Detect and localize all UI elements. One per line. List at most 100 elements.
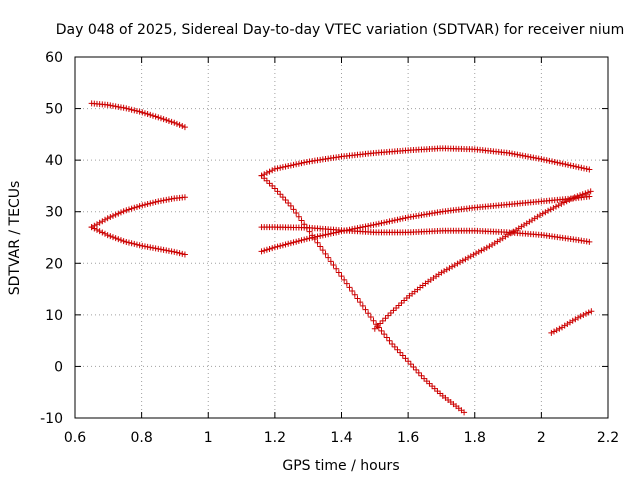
data-point	[354, 295, 361, 302]
data-point	[367, 222, 374, 229]
x-tick-label: 1.6	[397, 430, 419, 446]
data-point	[176, 121, 183, 128]
data-point	[311, 236, 318, 243]
data-point	[269, 245, 276, 252]
data-point	[565, 161, 572, 168]
data-point	[362, 223, 369, 230]
data-point	[446, 265, 453, 272]
y-tick-label: 40	[45, 153, 63, 169]
data-point	[290, 206, 297, 213]
data-point	[341, 276, 348, 283]
data-point	[279, 164, 286, 171]
data-point	[285, 240, 292, 247]
data-point	[335, 269, 342, 276]
x-tick-label: 1	[204, 430, 213, 446]
data-point	[155, 114, 162, 121]
data-point	[115, 210, 122, 217]
data-point	[370, 317, 377, 324]
series-arc-f	[258, 193, 593, 255]
data-point	[112, 211, 119, 218]
data-point	[290, 161, 297, 168]
data-point	[551, 158, 558, 165]
data-point	[346, 284, 353, 291]
data-point	[556, 325, 563, 332]
data-point	[473, 250, 480, 257]
data-point	[298, 160, 305, 167]
data-point	[112, 235, 119, 242]
data-point	[107, 214, 114, 221]
data-point	[123, 207, 130, 214]
data-point	[410, 364, 417, 371]
data-point	[383, 334, 390, 341]
data-point	[101, 230, 108, 237]
data-point	[541, 156, 548, 163]
series-arc-c	[88, 224, 188, 258]
data-point	[136, 242, 143, 249]
data-point	[550, 204, 557, 211]
data-point	[389, 340, 396, 347]
data-point	[343, 227, 350, 234]
data-point	[125, 239, 132, 246]
data-point	[391, 343, 398, 350]
x-tick-label: 1.8	[464, 430, 486, 446]
data-point	[266, 180, 273, 187]
data-point	[581, 165, 588, 172]
data-point	[557, 160, 564, 167]
x-tick-label: 2.2	[597, 430, 619, 446]
y-tick-label: -10	[40, 411, 63, 427]
data-point	[333, 229, 340, 236]
data-point	[379, 317, 386, 324]
data-point	[367, 314, 374, 321]
data-point	[341, 227, 348, 234]
data-point	[555, 202, 562, 209]
data-point	[173, 249, 180, 256]
data-point	[357, 299, 364, 306]
data-point	[104, 232, 111, 239]
data-point	[293, 238, 300, 245]
data-point	[371, 325, 378, 332]
data-point	[88, 224, 95, 231]
data-point	[381, 331, 388, 338]
data-point	[570, 163, 577, 170]
data-point	[303, 224, 310, 231]
data-point	[330, 262, 337, 269]
data-point	[462, 256, 469, 263]
chart-title: Day 048 of 2025, Sidereal Day-to-day VTE…	[56, 22, 625, 38]
data-point	[459, 257, 466, 264]
data-point	[577, 313, 584, 320]
data-point	[572, 316, 579, 323]
data-point	[314, 239, 321, 246]
data-point	[120, 208, 127, 215]
data-point	[319, 232, 326, 239]
data-point	[543, 157, 550, 164]
data-point	[261, 175, 268, 182]
data-point	[579, 191, 586, 198]
data-point	[171, 119, 178, 126]
data-point	[101, 216, 108, 223]
data-point	[322, 250, 329, 257]
data-point	[365, 310, 372, 317]
data-point	[131, 240, 138, 247]
data-point	[147, 111, 154, 118]
data-point	[263, 169, 270, 176]
data-point	[585, 189, 592, 196]
data-point	[577, 192, 584, 199]
data-point	[454, 260, 461, 267]
data-point	[317, 243, 324, 250]
data-point	[274, 188, 281, 195]
data-point	[301, 236, 308, 243]
data-point	[295, 160, 302, 167]
data-point	[115, 236, 122, 243]
x-axis-label: GPS time / hours	[282, 458, 399, 474]
data-point	[461, 409, 468, 416]
data-point	[117, 237, 124, 244]
data-point	[418, 372, 425, 379]
data-point	[181, 251, 188, 258]
data-point	[274, 165, 281, 172]
data-point	[152, 113, 159, 120]
data-point	[374, 323, 381, 330]
data-point	[413, 366, 420, 373]
x-tick-label: 1.4	[330, 430, 352, 446]
data-point	[133, 241, 140, 248]
series-arc-d	[258, 145, 593, 179]
